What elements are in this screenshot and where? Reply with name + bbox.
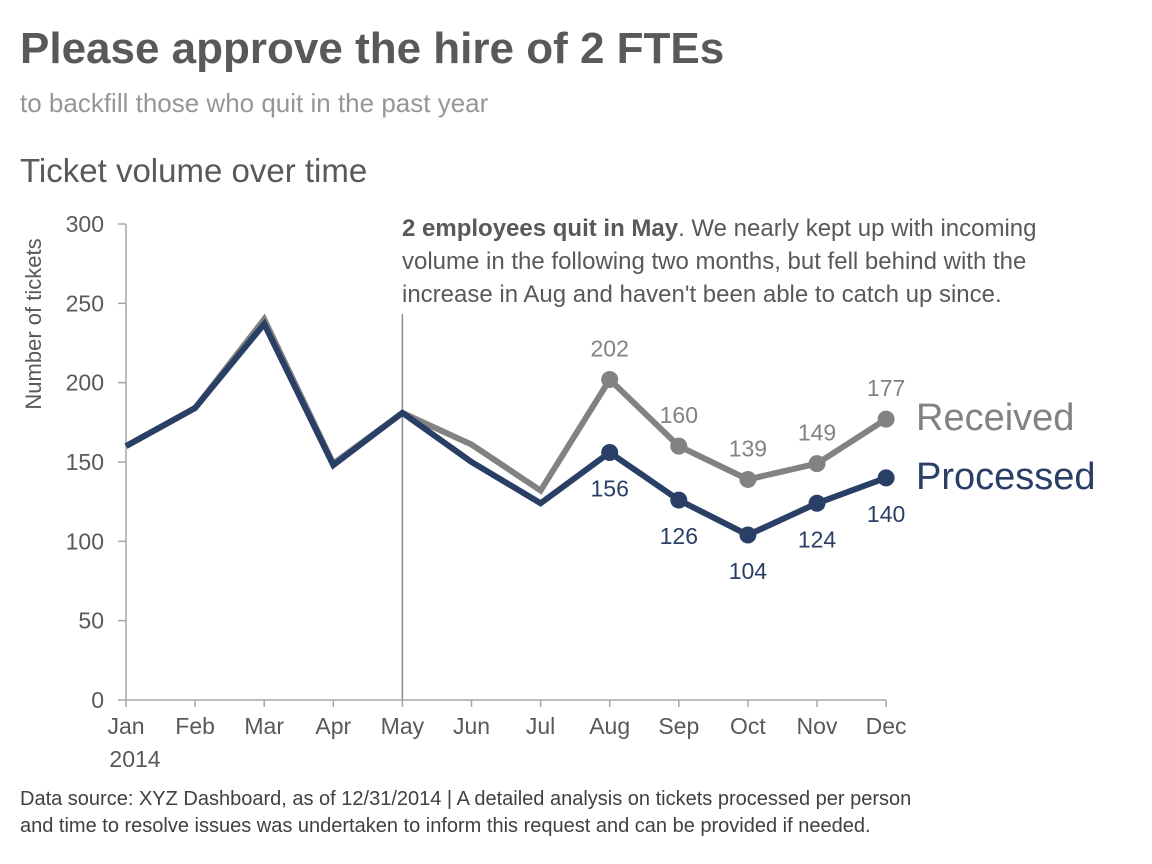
processed-value-label: 140: [867, 501, 905, 527]
annotation-line-1: . We nearly kept up with incoming: [678, 215, 1036, 242]
x-tick-label: May: [381, 713, 425, 739]
y-tick-label: 100: [66, 528, 104, 554]
y-tick-label: 150: [66, 449, 104, 475]
page-title: Please approve the hire of 2 FTEs: [20, 24, 725, 73]
processed-value-label: 156: [591, 475, 629, 501]
processed-point: [601, 443, 619, 461]
y-axis-label: Number of tickets: [21, 238, 46, 409]
chart-title: Ticket volume over time: [20, 152, 368, 189]
processed-point: [877, 469, 895, 487]
x-tick-label: Feb: [175, 713, 215, 739]
y-tick-label: 0: [91, 687, 104, 713]
received-point: [670, 437, 688, 455]
received-point: [877, 410, 895, 428]
processed-point: [739, 526, 757, 544]
x-tick-label: Nov: [797, 713, 838, 739]
y-tick-label: 300: [66, 211, 104, 237]
received-value-label: 177: [867, 375, 905, 401]
processed-point: [670, 491, 688, 509]
y-tick-label: 50: [78, 608, 104, 634]
received-point: [808, 455, 826, 473]
processed-series-label: Processed: [916, 456, 1096, 498]
processed-value-label: 126: [660, 523, 698, 549]
x-tick-label: Oct: [730, 713, 766, 739]
processed-line: [124, 318, 888, 539]
received-value-label: 160: [660, 402, 698, 428]
line-chart: 0 50 100 150 200 250 300 Jan Feb Mar Apr May Jun Jul A…: [21, 211, 1096, 772]
x-tick-label: Jul: [526, 713, 555, 739]
annotation-text: 2 employees quit in May. We nearly kept …: [402, 215, 1043, 308]
annotation-bold: 2 employees quit in May: [402, 215, 679, 242]
page-subtitle: to backfill those who quit in the past y…: [20, 88, 489, 118]
processed-point: [808, 494, 826, 512]
processed-value-label: 124: [798, 526, 837, 552]
received-series-label: Received: [916, 397, 1074, 439]
chart-axes: 0 50 100 150 200 250 300 Jan Feb Mar Apr May Jun Jul A…: [21, 211, 907, 772]
x-axis-label: 2014: [109, 746, 160, 772]
x-tick-label: Sep: [658, 713, 699, 739]
x-tick-label: Dec: [866, 713, 907, 739]
x-tick-label: Aug: [589, 713, 630, 739]
received-value-label: 202: [591, 335, 629, 361]
footnote-line-2: and time to resolve issues was undertake…: [20, 815, 871, 837]
x-tick-label: Jun: [453, 713, 490, 739]
x-tick-label: Mar: [244, 713, 284, 739]
received-value-label: 149: [798, 420, 836, 446]
y-tick-label: 200: [66, 370, 104, 396]
annotation-line-2: volume in the following two months, but …: [402, 248, 1026, 275]
received-value-label: 139: [729, 435, 767, 461]
annotation-line-3: increase in Aug and haven't been able to…: [402, 281, 1002, 308]
received-point: [739, 470, 757, 488]
received-line: [124, 313, 888, 495]
footnote: Data source: XYZ Dashboard, as of 12/31/…: [20, 786, 1120, 840]
received-point: [601, 370, 619, 388]
y-tick-label: 250: [66, 290, 104, 316]
footnote-line-1: Data source: XYZ Dashboard, as of 12/31/…: [20, 788, 912, 810]
data-labels: 202 160 139 149 177 Received 156 126 104 124 140 Pr…: [591, 335, 1096, 583]
x-tick-label: Apr: [315, 713, 351, 739]
series-lines: [124, 313, 895, 544]
x-tick-label: Jan: [107, 713, 144, 739]
processed-value-label: 104: [729, 558, 768, 584]
